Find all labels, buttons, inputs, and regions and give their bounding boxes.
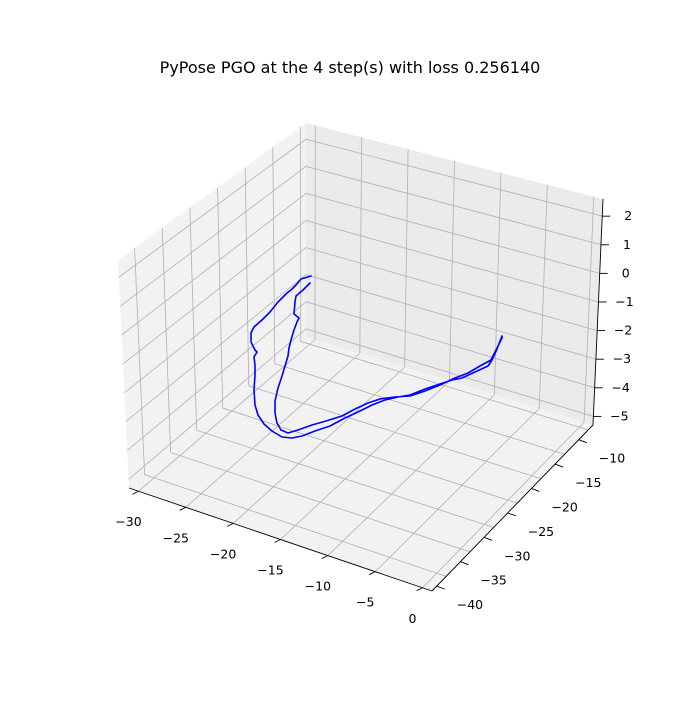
x-tick: [275, 540, 281, 543]
y-tick: [531, 488, 539, 491]
z-tick-label: −2: [614, 323, 632, 338]
x-tick: [417, 588, 423, 591]
y-tick: [460, 562, 468, 565]
y-tick-label: −20: [551, 499, 577, 514]
x-tick: [227, 523, 233, 526]
x-tick: [369, 572, 375, 575]
y-tick: [579, 440, 587, 443]
z-tick-label: −5: [610, 408, 628, 423]
x-tick: [322, 556, 328, 559]
z-tick-label: −3: [613, 351, 631, 366]
y-tick: [437, 586, 445, 589]
x-tick-label: −25: [163, 530, 189, 545]
chart-title: PyPose PGO at the 4 step(s) with loss 0.…: [0, 58, 700, 77]
y-tick-label: −30: [504, 548, 530, 563]
x-tick-label: −30: [115, 514, 141, 529]
y-tick: [508, 513, 516, 516]
y-tick: [555, 464, 563, 467]
z-tick-label: −4: [611, 380, 629, 395]
x-tick-label: −15: [257, 563, 283, 578]
x-tick: [180, 507, 186, 510]
y-tick-label: −40: [457, 597, 483, 612]
y-tick: [484, 537, 492, 540]
y-tick-label: −25: [528, 524, 554, 539]
y-tick-label: −10: [599, 451, 625, 466]
x-tick-label: 0: [409, 611, 417, 626]
z-tick-label: 2: [624, 208, 632, 223]
y-tick-label: −35: [480, 573, 506, 588]
z-tick-label: 0: [622, 265, 630, 280]
z-tick-label: 1: [623, 237, 631, 252]
y-tick-label: −15: [575, 475, 601, 490]
x-tick: [132, 491, 138, 494]
x-tick-label: −20: [210, 546, 236, 561]
axis-panes: [118, 123, 603, 591]
z-tick-label: −1: [615, 294, 633, 309]
x-tick-label: −10: [305, 579, 331, 594]
x-tick-label: −5: [356, 595, 374, 610]
